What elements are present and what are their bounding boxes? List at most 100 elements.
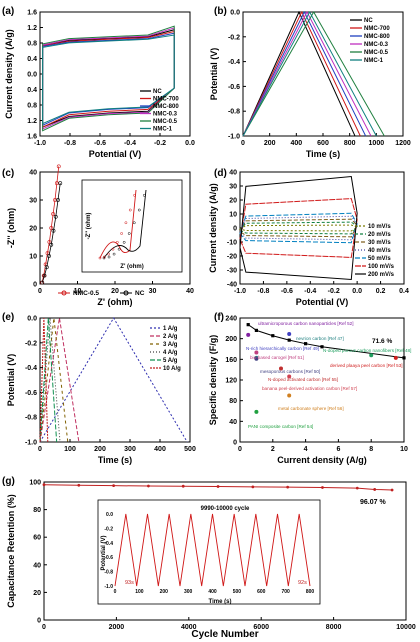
panel-e-ytick-label: 0.0 <box>27 316 37 323</box>
panel-f-ytick-label: 200 <box>225 336 237 343</box>
panel-c-letter: (c) <box>2 168 14 179</box>
panel-b-series-1 <box>242 10 361 137</box>
panel-c-inset-point <box>120 232 123 235</box>
panel-f-main-point <box>304 342 308 346</box>
panel-a-curves <box>42 25 175 132</box>
panel-c-point <box>53 214 58 219</box>
panel-f-main-point <box>320 345 324 349</box>
panel-b-xlabel: Time (s) <box>306 149 340 159</box>
panel-c-xtick-label: 20 <box>111 288 119 295</box>
panel-d-xtick-label: -0.2 <box>328 288 340 295</box>
panel-b-xtick-label: 0 <box>241 140 245 147</box>
panel-g-inset-xtick: 400 <box>208 589 217 595</box>
panel-f-annotation: PANI composite carbon [Ref 54] <box>248 424 313 429</box>
panel-g-letter: (g) <box>2 476 15 487</box>
panel-f-main-point <box>271 334 275 338</box>
panel-f-curves <box>246 323 406 414</box>
panel-c-xtick-label: 30 <box>149 288 157 295</box>
panel-e-xtick-label: 200 <box>94 446 106 453</box>
panel-g-ytick-label: 20 <box>33 590 41 597</box>
panel-e-xtick-label: 400 <box>154 446 166 453</box>
panel-a-series-5 <box>42 34 175 125</box>
panel-b-xtick-label: 800 <box>344 140 356 147</box>
panel-e-series-4 <box>39 317 58 443</box>
panel-f-ytick-label: 240 <box>225 316 237 323</box>
panel-c-inset-point <box>142 193 146 197</box>
panel-g-inset-ytick: -0.2 <box>104 526 113 532</box>
panel-c-inset-point <box>107 252 110 256</box>
panel-g-ytick-label: 40 <box>33 562 41 569</box>
panel-g-inset-xtick: 700 <box>281 589 290 595</box>
panel-e-legend-label: 2 A/g <box>163 334 178 340</box>
panel-g-retention-point <box>147 484 150 488</box>
panel-c-inset-point <box>117 247 121 251</box>
panel-b-xtick-label: 600 <box>317 140 329 147</box>
panel-d-ytick-label: -10 <box>227 240 237 247</box>
panel-e-letter: (e) <box>2 312 14 323</box>
panel-g-inset-xtick: 200 <box>160 589 169 595</box>
panel-a-ylabel: Current density (A/g) <box>4 29 14 119</box>
panel-c-legend-marker <box>123 290 129 296</box>
panel-b-legend-label: NMC-700 <box>364 26 390 32</box>
panel-c-inset-point <box>98 256 102 260</box>
panel-g-ylabel: Capacitance Retention (%) <box>6 494 16 608</box>
panel-a-ytick-label: 1.6 <box>27 134 37 141</box>
panel-c-legend-marker <box>61 290 67 296</box>
panel-c-point <box>56 164 61 169</box>
panel-g-inset-title: 9990-10000 cycle <box>201 506 250 512</box>
panel-b-series-4 <box>242 10 385 137</box>
panel-g-inset-xtick: 500 <box>233 589 242 595</box>
panel-c-point <box>51 228 56 233</box>
panel-b-xtick-label: 1200 <box>395 140 411 147</box>
panel-g-xtick-label: 8000 <box>326 624 342 631</box>
panel-f-ytick-label: 120 <box>225 378 237 385</box>
panel-d-legend-label: 30 mV/s <box>368 240 391 246</box>
panel-g-retention-line <box>43 484 393 491</box>
panel-a-letter: (a) <box>2 6 14 17</box>
panel-b-letter: (b) <box>214 6 227 17</box>
panel-d-legend-label: 100 mV/s <box>368 264 395 270</box>
panel-b-xtick-label: 1000 <box>369 140 385 147</box>
panel-c-ticks: 0 10 20 30 40 40 30 20 10 0 <box>29 170 194 296</box>
panel-d-series-6 <box>239 176 358 280</box>
panel-b-series-5 <box>242 10 377 137</box>
panel-d-series-5 <box>239 198 358 258</box>
panel-b-series-3 <box>242 10 372 137</box>
panel-g-xtick-label: 10000 <box>396 624 416 631</box>
panel-g-xtick-label: 6000 <box>253 624 269 631</box>
panel-c-point <box>49 242 54 247</box>
panel-f: (f) 0 2 4 6 8 10 240 200 160 120 80 40 0 Current den… <box>208 312 411 465</box>
panel-d-legend-label: 200 mV/s <box>368 272 395 278</box>
panel-c-inset-point <box>122 240 126 244</box>
panel-d-ytick-label: 20 <box>229 198 237 205</box>
panel-g-retention-point <box>251 485 255 489</box>
panel-g-ytick-label: 60 <box>33 535 41 542</box>
panel-a-xlabel: Potential (V) <box>89 149 142 159</box>
panel-f-ylabel: Specific density (F/g) <box>208 335 218 426</box>
panel-f-retention: 71.6 % <box>372 338 392 345</box>
panel-f-annotation: N-doped activated carbon [Ref 55] <box>268 377 338 382</box>
panel-b: (b) 0 200 400 600 800 1000 1200 0.0 -0.2 -0.4 -0.6… <box>209 6 411 159</box>
panel-d-legend-label: 50 mV/s <box>368 256 391 262</box>
panel-g-retention-point <box>390 488 394 492</box>
panel-g-inset-ytick: -0.8 <box>104 570 113 576</box>
panel-f-annotation: mesoporous carbons [Ref 50] <box>260 369 320 374</box>
panel-c-ytick-label: 0 <box>33 282 37 289</box>
panel-a-legend-label: NMC-800 <box>153 104 179 110</box>
panel-c-inset-point <box>132 221 136 225</box>
panel-f-xtick-label: 0 <box>238 446 242 453</box>
panel-e-ticks: 0 100 200 300 400 500 0.0 -0.2 -0.4 -0.6 -0.8 -1.0 <box>25 316 196 454</box>
panel-c-inset-point <box>102 255 106 259</box>
panel-g-inset-xtick: 300 <box>184 589 193 595</box>
panel-g-retention-point <box>77 483 81 487</box>
panel-e-legend: 1 A/g 2 A/g 3 A/g 4 A/g 5 A/g 10 A/g <box>150 326 181 372</box>
panel-f-ref-point <box>254 350 259 355</box>
panel-b-ytick-label: -0.2 <box>228 34 240 41</box>
panel-e-ytick-label: -0.6 <box>25 390 37 397</box>
panel-g-retention-point <box>112 484 116 488</box>
panel-b-legend-label: NMC-1 <box>364 58 384 64</box>
panel-c: (c) 0 10 20 30 40 40 30 20 10 0 Z' (ohm) -Z'' (oh… <box>2 164 194 307</box>
panel-c-point <box>42 273 47 278</box>
